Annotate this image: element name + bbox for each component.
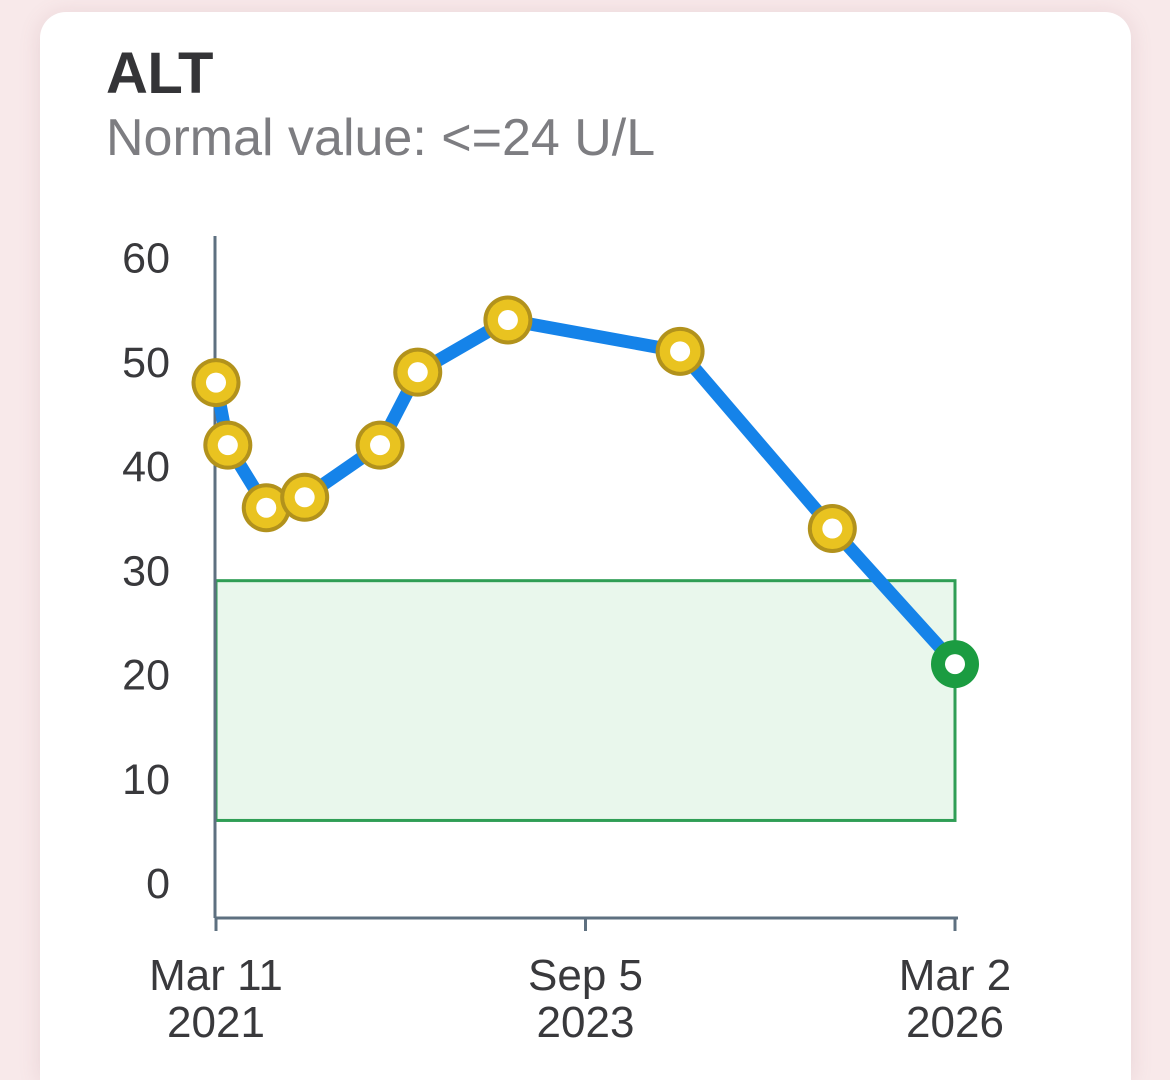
lab-test-name: ALT: [106, 41, 213, 106]
data-point-marker-hole: [670, 341, 691, 362]
y-tick-label: 0: [146, 860, 170, 908]
y-tick-label: 30: [122, 547, 170, 595]
x-tick-label: Mar 2 2026: [899, 951, 1011, 1047]
normal-value-label: Normal value: <=24 U/L: [106, 109, 656, 167]
normal-range-band: [214, 579, 957, 822]
y-tick-label: 60: [122, 235, 170, 283]
data-point-marker-hole: [370, 435, 391, 456]
y-tick-label: 50: [122, 339, 170, 387]
data-point-marker-hole: [217, 435, 238, 456]
alt-trend-chart: Mar 11 2021 Sep 5 2023 Mar 2 2026 0 10 20 30 40 50 6…: [122, 235, 1011, 1048]
data-point-marker-hole: [945, 654, 965, 675]
data-point-marker-hole: [206, 372, 226, 393]
data-point-marker-hole: [407, 362, 428, 383]
lab-result-card: ALT Normal value: <=24 U/L Mar 11 2021 Sep…: [40, 12, 1131, 1080]
trend-line: [209, 313, 962, 671]
y-tick-label: 40: [122, 443, 170, 491]
x-tick-label: Mar 11 2021: [149, 951, 283, 1047]
data-point-marker-hole: [497, 310, 518, 331]
data-point-marker-hole: [822, 518, 843, 539]
y-tick-label: 10: [122, 756, 170, 804]
data-point-marker-hole: [294, 487, 315, 508]
x-tick-label: Sep 5 2023: [528, 951, 643, 1047]
y-tick-label: 20: [122, 652, 170, 700]
data-point-marker-hole: [256, 497, 277, 518]
